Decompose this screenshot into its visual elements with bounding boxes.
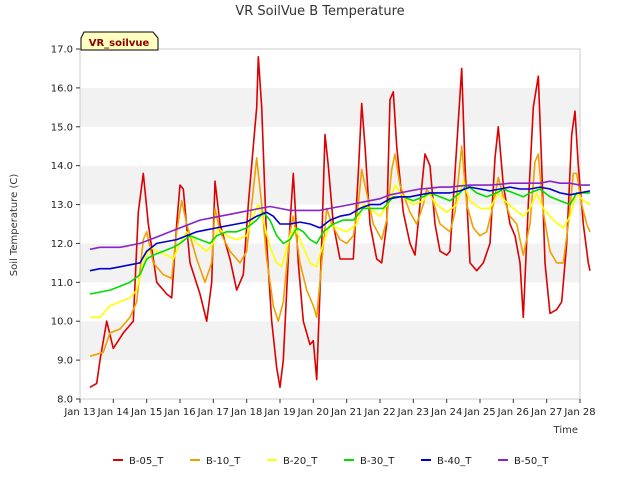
grid-band	[80, 360, 580, 399]
grid-band	[80, 321, 580, 361]
y-axis-label: Soil Temperature (C)	[9, 174, 20, 277]
y-tick-label: 17.0	[51, 45, 73, 56]
chart-title: VR SoilVue B Temperature	[235, 4, 404, 19]
grid-band	[80, 282, 580, 322]
x-tick-label: Jan 21	[330, 407, 362, 418]
grid-band	[80, 243, 580, 283]
legend-entry: B-30_T	[360, 456, 395, 467]
legend-entry: B-20_T	[283, 456, 318, 467]
x-tick-label: Jan 28	[563, 407, 595, 418]
legend-entry: B-40_T	[437, 456, 472, 467]
y-tick-label: 12.0	[51, 239, 73, 250]
x-tick-label: Jan 15	[130, 407, 162, 418]
x-tick-label: Jan 19	[263, 407, 295, 418]
x-axis-label: Time	[553, 425, 578, 436]
station-badge: VR_soilvue	[80, 31, 159, 51]
y-tick-label: 10.0	[51, 317, 73, 328]
grid-band	[80, 87, 580, 127]
x-tick-label: Jan 23	[397, 407, 429, 418]
plot-area	[79, 48, 581, 400]
series-line-b-20-t	[90, 180, 591, 319]
x-tick-label: Jan 16	[163, 407, 195, 418]
x-axis: Jan 13 Jan 14 Jan 15 Jan 16 Jan 17 Jan 18 Jan …	[63, 399, 596, 418]
legend-entry: B-50_T	[514, 456, 549, 467]
y-tick-label: 11.0	[51, 278, 73, 289]
grid-band	[80, 49, 580, 88]
x-tick-label: Jan 17	[197, 407, 229, 418]
y-tick-label: 14.0	[51, 161, 73, 172]
x-tick-label: Jan 24	[430, 407, 462, 418]
y-tick-label: 16.0	[51, 83, 73, 94]
series-line-b-30-t	[89, 184, 590, 295]
y-tick-label: 8.0	[57, 395, 73, 406]
series-layer	[89, 56, 591, 389]
legend-entry: B-10_T	[206, 456, 241, 467]
series-line-b-50-t	[89, 180, 590, 251]
station-badge-label: VR_soilvue	[89, 38, 150, 49]
legend: B-05_T B-10_T B-20_T B-30_T B-40_T B-50_T	[113, 456, 549, 467]
y-tick-label: 15.0	[51, 122, 73, 133]
x-tick-label: Jan 13	[63, 407, 95, 418]
x-tick-label: Jan 25	[463, 407, 495, 418]
x-tick-label: Jan 27	[530, 407, 562, 418]
x-tick-label: Jan 22	[363, 407, 395, 418]
y-axis: 8.0 9.0 10.0 11.0 12.0 13.0 14.0 15.0 16.0 17.0	[51, 45, 80, 406]
x-tick-label: Jan 18	[230, 407, 262, 418]
y-tick-label: 9.0	[57, 356, 73, 367]
series-line-b-10-t	[89, 145, 591, 357]
legend-entry: B-05_T	[129, 456, 164, 467]
x-tick-label: Jan 14	[97, 407, 129, 418]
x-tick-label: Jan 20	[297, 407, 329, 418]
series-line-b-40-t	[89, 186, 591, 272]
y-tick-label: 13.0	[51, 200, 73, 211]
x-tick-label: Jan 26	[497, 407, 529, 418]
grid-band	[80, 126, 580, 166]
